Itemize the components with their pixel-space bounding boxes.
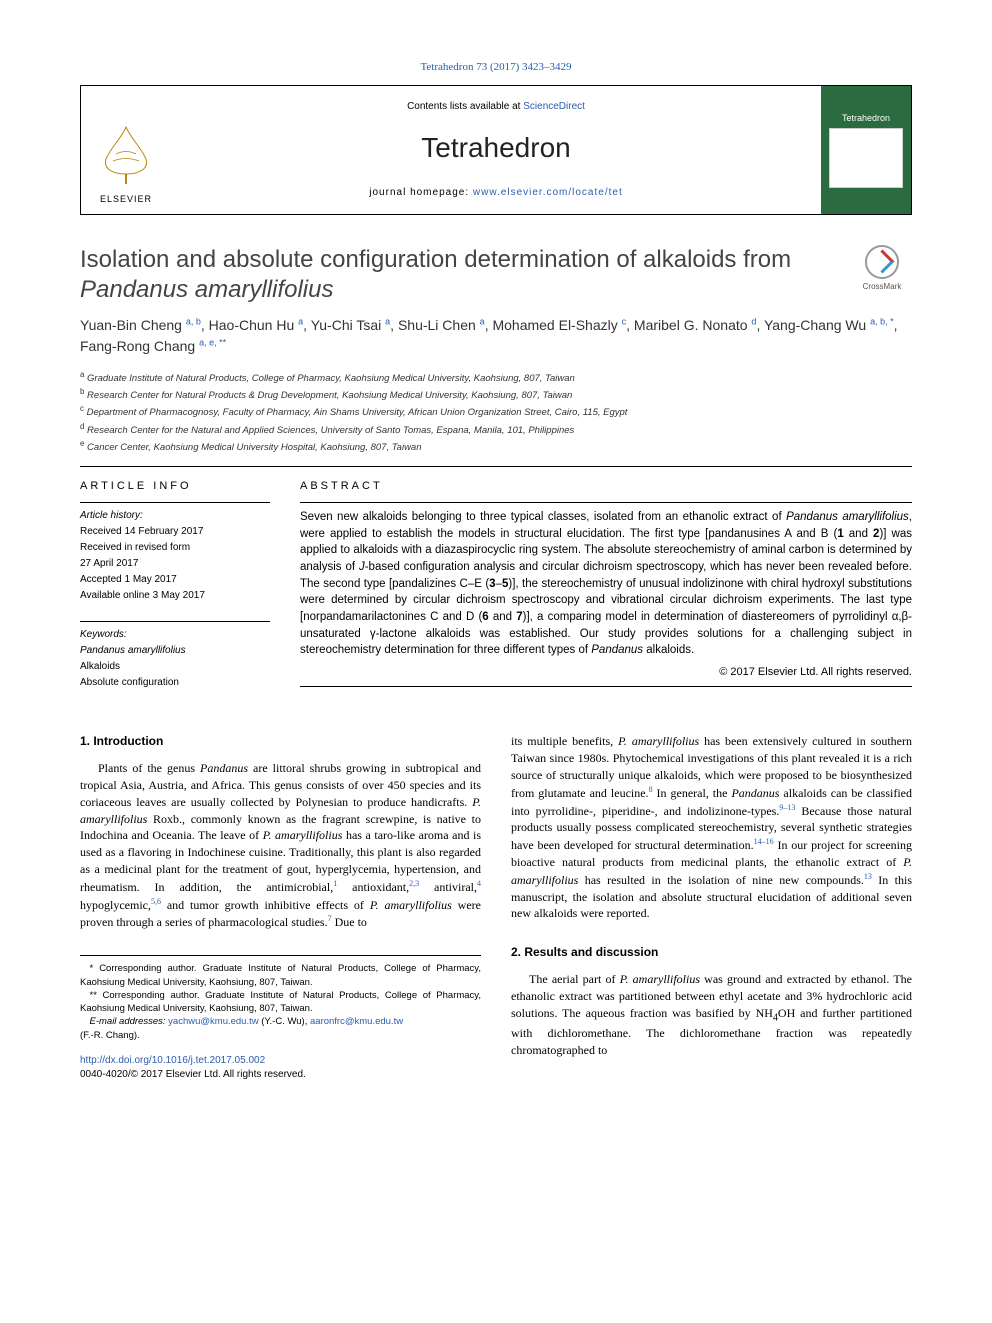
email-who-2: (F.-R. Chang).	[80, 1029, 481, 1042]
journal-title: Tetrahedron	[179, 128, 813, 167]
crossmark-label: CrossMark	[863, 281, 902, 292]
abstract-heading: ABSTRACT	[300, 479, 912, 494]
history-line: Available online 3 May 2017	[80, 589, 270, 603]
crossmark-badge[interactable]: CrossMark	[852, 245, 912, 305]
affiliation-b: b Research Center for Natural Products &…	[80, 386, 912, 403]
elsevier-label: ELSEVIER	[100, 193, 152, 206]
keyword: Pandanus amaryllifolius	[80, 644, 270, 658]
divider-rule	[80, 466, 912, 467]
affiliation-d: d Research Center for the Natural and Ap…	[80, 421, 912, 438]
doi-link[interactable]: http://dx.doi.org/10.1016/j.tet.2017.05.…	[80, 1055, 265, 1066]
journal-cover: Tetrahedron	[821, 86, 911, 213]
affiliation-e: e Cancer Center, Kaohsiung Medical Unive…	[80, 438, 912, 455]
history-line: Received in revised form	[80, 541, 270, 555]
affiliation-a: a Graduate Institute of Natural Products…	[80, 369, 912, 386]
intro-paragraph: Plants of the genus Pandanus are littora…	[80, 760, 481, 931]
column-left: 1. Introduction Plants of the genus Pand…	[80, 733, 481, 1082]
history-line: Accepted 1 May 2017	[80, 573, 270, 587]
corresponding-note-2: ** Corresponding author. Graduate Instit…	[80, 989, 481, 1016]
email-label: E-mail addresses:	[90, 1016, 166, 1027]
article-info-column: ARTICLE INFO Article history: Received 1…	[80, 479, 270, 694]
abstract-text: Seven new alkaloids belonging to three t…	[300, 509, 912, 659]
divider-thin	[300, 686, 912, 687]
email-who-1: (Y.-C. Wu),	[259, 1016, 310, 1027]
history-line: Received 14 February 2017	[80, 525, 270, 539]
top-citation-link[interactable]: Tetrahedron 73 (2017) 3423–3429	[420, 61, 571, 73]
corresponding-note-1: * Corresponding author. Graduate Institu…	[80, 962, 481, 989]
email-link-1[interactable]: yachwu@kmu.edu.tw	[168, 1016, 258, 1027]
cover-image	[829, 128, 903, 188]
journal-header: ELSEVIER Contents lists available at Sci…	[80, 85, 912, 214]
history-line: 27 April 2017	[80, 557, 270, 571]
body-columns: 1. Introduction Plants of the genus Pand…	[80, 733, 912, 1082]
article-info-heading: ARTICLE INFO	[80, 479, 270, 494]
top-citation: Tetrahedron 73 (2017) 3423–3429	[80, 60, 912, 75]
doi-block: http://dx.doi.org/10.1016/j.tet.2017.05.…	[80, 1054, 481, 1082]
results-heading: 2. Results and discussion	[511, 944, 912, 961]
sciencedirect-link[interactable]: ScienceDirect	[523, 101, 585, 112]
elsevier-tree-icon	[91, 119, 161, 189]
results-paragraph: The aerial part of P. amaryllifolius was…	[511, 971, 912, 1059]
footnotes: * Corresponding author. Graduate Institu…	[80, 955, 481, 1042]
email-line: E-mail addresses: yachwu@kmu.edu.tw (Y.-…	[80, 1015, 481, 1028]
keyword: Absolute configuration	[80, 676, 270, 690]
cover-title: Tetrahedron	[842, 112, 890, 125]
contents-line: Contents lists available at ScienceDirec…	[179, 100, 813, 114]
header-center: Contents lists available at ScienceDirec…	[171, 86, 821, 213]
column-right: its multiple benefits, P. amaryllifolius…	[511, 733, 912, 1082]
abstract-column: ABSTRACT Seven new alkaloids belonging t…	[300, 479, 912, 694]
intro-heading: 1. Introduction	[80, 733, 481, 750]
affiliation-c: c Department of Pharmacognosy, Faculty o…	[80, 403, 912, 420]
crossmark-icon	[865, 245, 899, 279]
article-title: Isolation and absolute configuration det…	[80, 245, 842, 305]
contents-prefix: Contents lists available at	[407, 101, 523, 112]
history-label: Article history:	[80, 509, 270, 523]
homepage-line: journal homepage: www.elsevier.com/locat…	[179, 186, 813, 200]
copyright-line: © 2017 Elsevier Ltd. All rights reserved…	[300, 665, 912, 680]
email-link-2[interactable]: aaronfrc@kmu.edu.tw	[310, 1016, 403, 1027]
homepage-link[interactable]: www.elsevier.com/locate/tet	[473, 187, 623, 198]
divider-thin	[80, 621, 270, 622]
issn-copyright: 0040-4020/© 2017 Elsevier Ltd. All right…	[80, 1069, 306, 1080]
intro-paragraph-cont: its multiple benefits, P. amaryllifolius…	[511, 733, 912, 922]
elsevier-logo-box: ELSEVIER	[81, 86, 171, 213]
divider-thin	[300, 502, 912, 503]
homepage-prefix: journal homepage:	[369, 187, 473, 198]
keywords-label: Keywords:	[80, 628, 270, 642]
authors-list: Yuan-Bin Cheng a, b, Hao-Chun Hu a, Yu-C…	[80, 315, 912, 357]
affiliations: a Graduate Institute of Natural Products…	[80, 369, 912, 456]
title-species: Pandanus amaryllifolius	[80, 276, 333, 303]
keyword: Alkaloids	[80, 660, 270, 674]
title-main: Isolation and absolute configuration det…	[80, 246, 791, 273]
divider-thin	[80, 502, 270, 503]
